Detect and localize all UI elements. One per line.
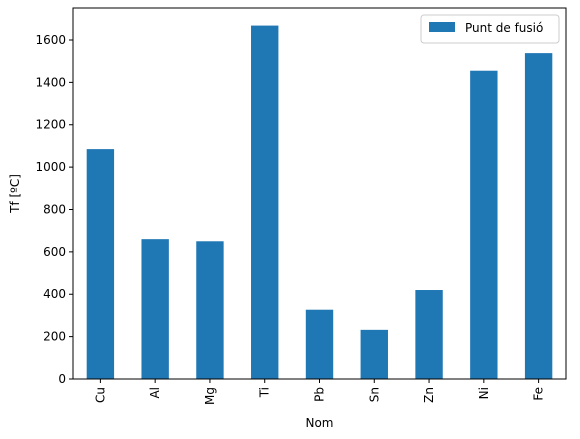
y-tick-label: 1600 <box>35 33 66 47</box>
x-tick-label: Mg <box>203 387 217 405</box>
y-axis-label: Tf [ºC] <box>8 174 22 214</box>
legend-swatch <box>429 22 455 32</box>
bar-zn <box>415 290 443 379</box>
y-tick-label: 200 <box>43 330 66 344</box>
x-tick-label: Al <box>148 387 162 399</box>
y-tick-label: 800 <box>43 202 66 216</box>
x-tick-label: Ni <box>477 387 491 399</box>
legend-box <box>420 14 560 44</box>
y-tick-label: 600 <box>43 245 66 259</box>
x-tick-label: Fe <box>532 387 546 401</box>
x-tick-label: Ti <box>258 387 272 398</box>
y-tick-label: 0 <box>58 372 66 386</box>
y-tick-label: 1400 <box>35 75 66 89</box>
bar-pb <box>305 309 334 379</box>
axes-frame <box>72 7 567 380</box>
bar-sn <box>360 329 388 379</box>
bar-cu <box>86 149 115 379</box>
x-axis-label: Nom <box>305 416 333 430</box>
y-tick-label: 400 <box>43 287 66 301</box>
bar-ni <box>470 70 498 380</box>
legend: Punt de fusió <box>420 14 560 44</box>
legend-label: Punt de fusió <box>465 21 543 35</box>
x-axis-ticks: Cu Al Mg Ti Pb Sn Zn Ni Fe <box>93 379 546 405</box>
x-tick-label: Zn <box>422 387 436 403</box>
bar-ti <box>251 25 279 380</box>
y-tick-label: 1000 <box>35 160 66 174</box>
x-tick-label: Sn <box>367 387 381 402</box>
x-tick-label: Pb <box>313 387 327 402</box>
bar-fe <box>524 53 553 379</box>
bar-mg <box>196 241 224 379</box>
y-tick-label: 1200 <box>35 118 66 132</box>
y-axis-ticks: 0 200 400 600 800 1000 1200 1400 1600 <box>35 33 73 386</box>
bar-al <box>141 239 169 379</box>
bars-group <box>86 25 553 380</box>
x-tick-label: Cu <box>93 387 107 403</box>
